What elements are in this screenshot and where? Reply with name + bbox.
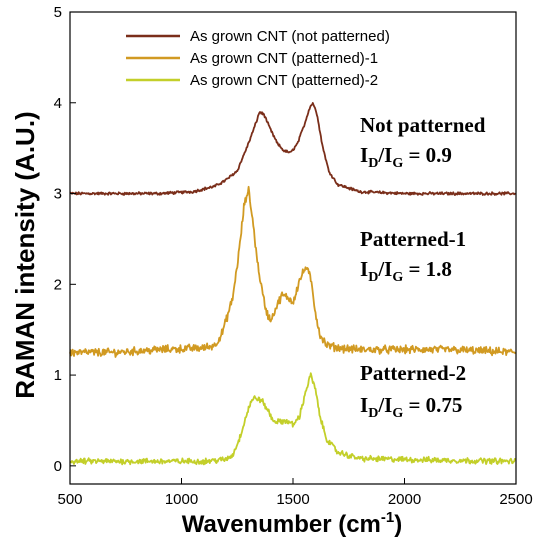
annotation-not-patterned: Not patterned ID/IG = 0.9: [360, 113, 486, 171]
x-axis-title-superscript: -1: [381, 509, 394, 526]
annotation-title-not-patterned: Not patterned: [360, 113, 486, 137]
x-axis-title-close: ): [394, 511, 402, 538]
annotation-ratio-patterned-1: ID/IG = 1.8: [360, 257, 452, 285]
x-tick-label: 1500: [276, 491, 309, 508]
ratio-slash: /I: [377, 257, 392, 281]
ratio-sub-d: D: [368, 270, 378, 285]
ratio-sub-g: G: [392, 156, 403, 171]
ratio-value: = 0.9: [403, 143, 452, 167]
ratio-value: = 0.75: [403, 393, 462, 417]
ticks-layer: 500 1000 1500 2000 2500 0 1 2 3 4 5: [54, 4, 533, 508]
series-line-3: [69, 372, 517, 466]
x-tick-label: 1000: [165, 491, 198, 508]
annotation-ratio-not-patterned: ID/IG = 0.9: [360, 143, 452, 171]
ratio-i-d: I: [360, 393, 368, 417]
ratio-slash: /I: [377, 143, 392, 167]
y-axis-title: RAMAN intensity (A.U.): [10, 111, 40, 398]
annotation-title-patterned-1: Patterned-1: [360, 227, 466, 251]
ratio-i-d: I: [360, 143, 368, 167]
x-axis-title-main: Wavenumber (cm: [182, 511, 381, 538]
series-line-2: [69, 185, 517, 358]
ratio-sub-d: D: [368, 156, 378, 171]
y-tick-label: 1: [54, 367, 62, 384]
legend-label-patterned-1: As grown CNT (patterned)-1: [190, 50, 378, 67]
annotation-patterned-2: Patterned-2 ID/IG = 0.75: [360, 361, 466, 421]
annotation-patterned-1: Patterned-1 ID/IG = 1.8: [360, 227, 466, 285]
series-layer: [69, 102, 517, 466]
y-tick-label: 3: [54, 186, 62, 203]
y-tick-label: 0: [54, 458, 62, 475]
x-tick-label: 2000: [388, 491, 421, 508]
annotation-title-patterned-2: Patterned-2: [360, 361, 466, 385]
legend: As grown CNT (not patterned) As grown CN…: [126, 28, 390, 89]
ratio-sub-d: D: [368, 406, 378, 421]
legend-label-not-patterned: As grown CNT (not patterned): [190, 28, 390, 45]
x-axis-title: Wavenumber (cm-1): [182, 509, 403, 538]
series-line-1: [69, 102, 517, 196]
ratio-sub-g: G: [392, 406, 403, 421]
ratio-value: = 1.8: [403, 257, 452, 281]
legend-label-patterned-2: As grown CNT (patterned)-2: [190, 72, 378, 89]
ratio-slash: /I: [377, 393, 392, 417]
x-tick-label: 500: [57, 491, 82, 508]
y-tick-label: 2: [54, 276, 62, 293]
ratio-sub-g: G: [392, 270, 403, 285]
y-tick-label: 4: [54, 95, 62, 112]
annotation-ratio-patterned-2: ID/IG = 0.75: [360, 393, 462, 421]
ratio-i-d: I: [360, 257, 368, 281]
y-tick-label: 5: [54, 4, 62, 21]
x-tick-label: 2500: [499, 491, 532, 508]
